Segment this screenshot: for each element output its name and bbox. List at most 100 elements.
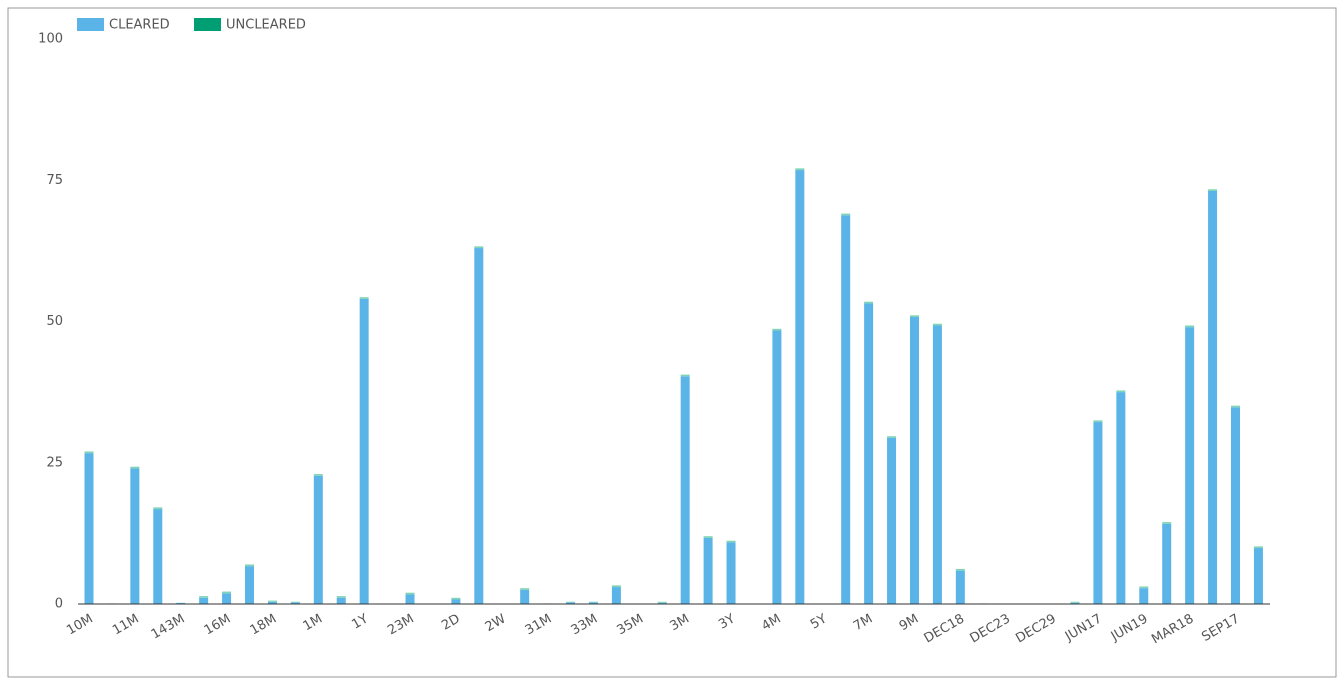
bar: [451, 599, 461, 604]
y-tick-label: 75: [46, 173, 63, 188]
bar: [130, 466, 140, 469]
bar: [405, 594, 415, 604]
bar: [795, 168, 805, 171]
x-tick-label: 10M: [64, 612, 96, 639]
bar: [222, 591, 232, 594]
bar: [726, 542, 736, 604]
bar: [336, 596, 346, 598]
bar: [153, 507, 163, 510]
x-tick-label: 143M: [149, 612, 188, 643]
x-tick-label: 3Y: [716, 611, 738, 632]
x-tick-label: 9M: [897, 612, 921, 635]
x-tick-label: 7M: [851, 612, 875, 635]
bar: [1139, 588, 1149, 604]
bar: [474, 248, 484, 605]
x-tick-label: 11M: [110, 612, 142, 639]
bar: [864, 301, 874, 304]
x-tick-label: 4M: [759, 612, 783, 635]
bar: [336, 597, 346, 604]
bar: [1231, 407, 1240, 604]
bar: [290, 601, 300, 603]
x-tick-label: 33M: [569, 612, 601, 639]
bar: [566, 602, 576, 604]
bar: [1116, 390, 1126, 393]
bar: [909, 315, 919, 317]
bar: [1185, 327, 1195, 604]
bar: [772, 328, 782, 331]
bar: [290, 602, 300, 604]
bar: [1208, 189, 1218, 191]
x-tick-label: MAR18: [1149, 612, 1196, 648]
legend-label: CLEARED: [109, 18, 170, 33]
bar: [267, 601, 277, 604]
frame: [7, 7, 1337, 678]
x-tick-label: SEP17: [1199, 612, 1242, 645]
bar: [313, 474, 323, 476]
bar: [703, 536, 713, 538]
bar: [887, 437, 897, 604]
bar: [520, 589, 530, 604]
bar: [611, 587, 621, 604]
bar: [1162, 522, 1172, 524]
x-tick-label: DEC18: [922, 612, 967, 647]
bar: [588, 602, 598, 604]
y-tick-label: 0: [55, 597, 63, 612]
bar: [1185, 325, 1195, 328]
x-tick-label: 16M: [202, 612, 234, 639]
bar: [841, 213, 851, 216]
bar: [680, 376, 690, 604]
x-tick-label: 2D: [439, 612, 462, 634]
bar: [520, 588, 530, 590]
y-tick-label: 100: [38, 32, 63, 47]
bar: [245, 566, 255, 604]
bar: [1253, 546, 1263, 549]
bar: [566, 601, 576, 603]
bar: [245, 564, 255, 567]
x-tick-label: 35M: [615, 612, 647, 639]
bar: [657, 602, 667, 604]
bar: [932, 325, 942, 604]
bar: [84, 451, 94, 454]
legend-label: UNCLEARED: [226, 18, 306, 33]
bar: [932, 323, 942, 326]
bar: [795, 170, 805, 604]
x-tick-label: 5Y: [808, 611, 830, 632]
bar: [1162, 523, 1172, 604]
x-tick-label: JUN19: [1108, 612, 1151, 645]
bar: [359, 298, 369, 604]
bar: [657, 601, 667, 603]
x-tick-label: 18M: [248, 612, 280, 639]
bar: [474, 246, 484, 249]
bar: [887, 436, 897, 438]
bar: [1253, 548, 1263, 604]
x-tick-label: DEC29: [1013, 612, 1058, 647]
y-tick-label: 50: [46, 314, 63, 329]
bar: [153, 509, 163, 604]
bar: [703, 537, 713, 604]
x-tick-label: 1Y: [349, 611, 371, 632]
x-tick-label: 23M: [385, 612, 417, 639]
bar: [222, 593, 232, 604]
y-tick-label: 25: [46, 455, 63, 470]
bar: [909, 316, 919, 604]
bar: [267, 600, 277, 602]
bar: [611, 585, 621, 588]
bar: [1208, 190, 1218, 605]
bar: [199, 597, 209, 604]
bar: [1070, 601, 1080, 603]
x-tick-label: DEC23: [967, 612, 1012, 647]
bar: [199, 596, 209, 598]
bar: [451, 597, 461, 600]
bar: [84, 453, 94, 604]
bar: [1231, 405, 1240, 408]
bar: [772, 330, 782, 604]
bar: [405, 592, 415, 595]
bar: [130, 468, 140, 604]
bar: [955, 568, 965, 571]
bar: [1093, 422, 1103, 604]
x-tick-label: 2W: [483, 611, 509, 635]
bar: [313, 475, 323, 604]
bar: [1070, 602, 1080, 604]
x-tick-label: JUN17: [1062, 612, 1105, 645]
x-tick-label: 1M: [301, 612, 325, 635]
